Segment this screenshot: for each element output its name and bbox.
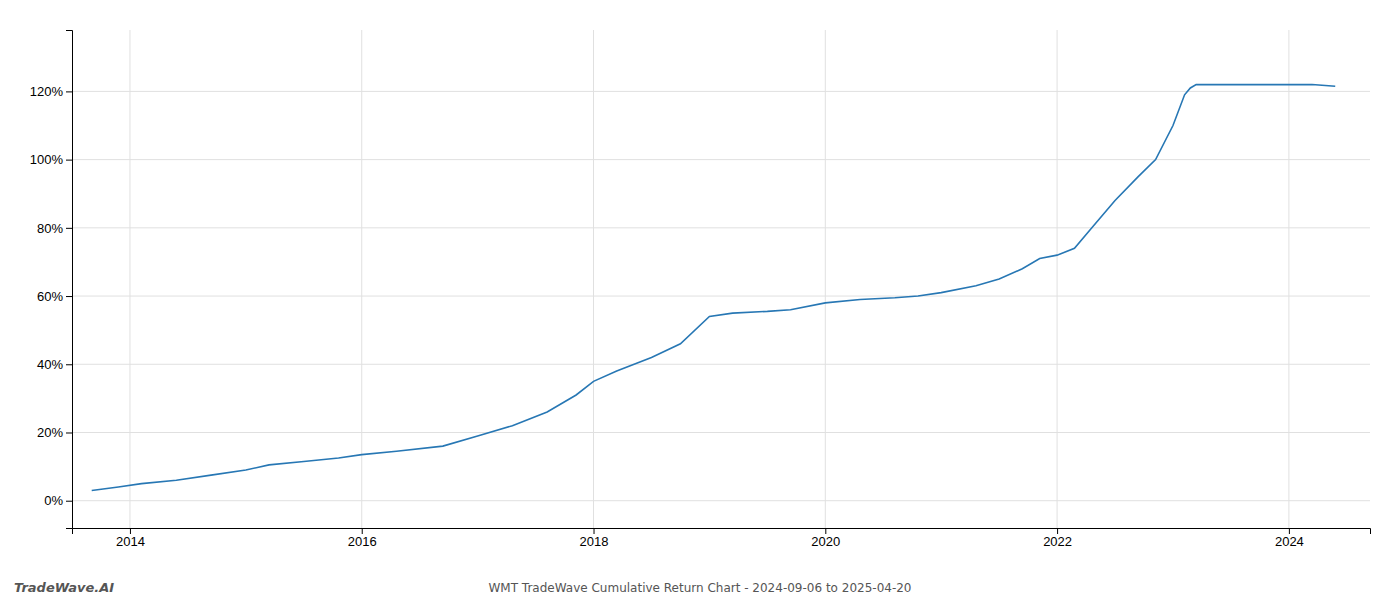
grid-line <box>72 91 1370 92</box>
line <box>92 85 1336 491</box>
tick: 2016 <box>348 528 377 549</box>
grid-line <box>361 30 362 528</box>
tick-label: 40% <box>37 357 63 372</box>
tick-mark <box>825 528 826 534</box>
grid-line <box>72 500 1370 501</box>
tick-label: 2020 <box>811 534 840 549</box>
tick: 120% <box>30 84 72 99</box>
tick-label: 100% <box>30 152 64 167</box>
grid-line <box>72 296 1370 297</box>
grid-line <box>1057 30 1058 528</box>
grid-line <box>129 30 130 528</box>
axis-line <box>73 529 1371 535</box>
marks <box>92 85 1336 491</box>
tick-label: 2022 <box>1043 534 1072 549</box>
tick-label: 2018 <box>580 534 609 549</box>
tick-mark <box>66 296 72 297</box>
tick-mark <box>66 228 72 229</box>
grid-line <box>72 227 1370 228</box>
grid-line <box>1288 30 1289 528</box>
plot: 2014 2016 2018 2020 2022 2024 0% 20% 40% 60% 80% 10… <box>30 30 1371 549</box>
chart: 2014 2016 2018 2020 2022 2024 0% 20% 40% 60% 80% 10… <box>0 0 1400 600</box>
tick-label: 2016 <box>348 534 377 549</box>
tick: 80% <box>37 220 72 235</box>
tick-mark <box>362 528 363 534</box>
tick: 60% <box>37 289 72 304</box>
tick: 2014 <box>116 528 145 549</box>
watermark: TradeWave.AI <box>14 580 114 595</box>
tick-mark <box>66 364 72 365</box>
tick-label: 80% <box>37 220 63 235</box>
tick: 0% <box>44 493 72 508</box>
tick-label: 20% <box>37 425 63 440</box>
tick-mark <box>66 432 72 433</box>
tick-label: 0% <box>44 493 63 508</box>
tick: 20% <box>37 425 72 440</box>
tick-mark <box>130 528 131 534</box>
tick-mark <box>66 501 72 502</box>
tick-mark <box>1289 528 1290 534</box>
grid-line <box>72 432 1370 433</box>
tick-label: 60% <box>37 289 63 304</box>
tick-label: 2024 <box>1275 534 1304 549</box>
grid-line <box>593 30 594 528</box>
tick-mark <box>594 528 595 534</box>
axis-line <box>66 31 73 529</box>
tick-mark <box>66 160 72 161</box>
tick: 40% <box>37 357 72 372</box>
tick-label: 2014 <box>116 534 145 549</box>
tick: 2018 <box>580 528 609 549</box>
tick-label: 120% <box>30 84 64 99</box>
y-axis: 0% 20% 40% 60% 80% 100% 120% <box>30 31 73 529</box>
tick: 2020 <box>811 528 840 549</box>
tick-mark <box>1057 528 1058 534</box>
grid-line <box>72 364 1370 365</box>
x-axis: 2014 2016 2018 2020 2022 2024 <box>73 528 1371 549</box>
title: WMT TradeWave Cumulative Return Chart - … <box>489 581 912 595</box>
grid-line <box>72 159 1370 160</box>
grid-line <box>825 30 826 528</box>
tick-mark <box>66 91 72 92</box>
tick: 2024 <box>1275 528 1304 549</box>
tick: 2022 <box>1043 528 1072 549</box>
grid <box>72 30 1370 528</box>
tick: 100% <box>30 152 72 167</box>
